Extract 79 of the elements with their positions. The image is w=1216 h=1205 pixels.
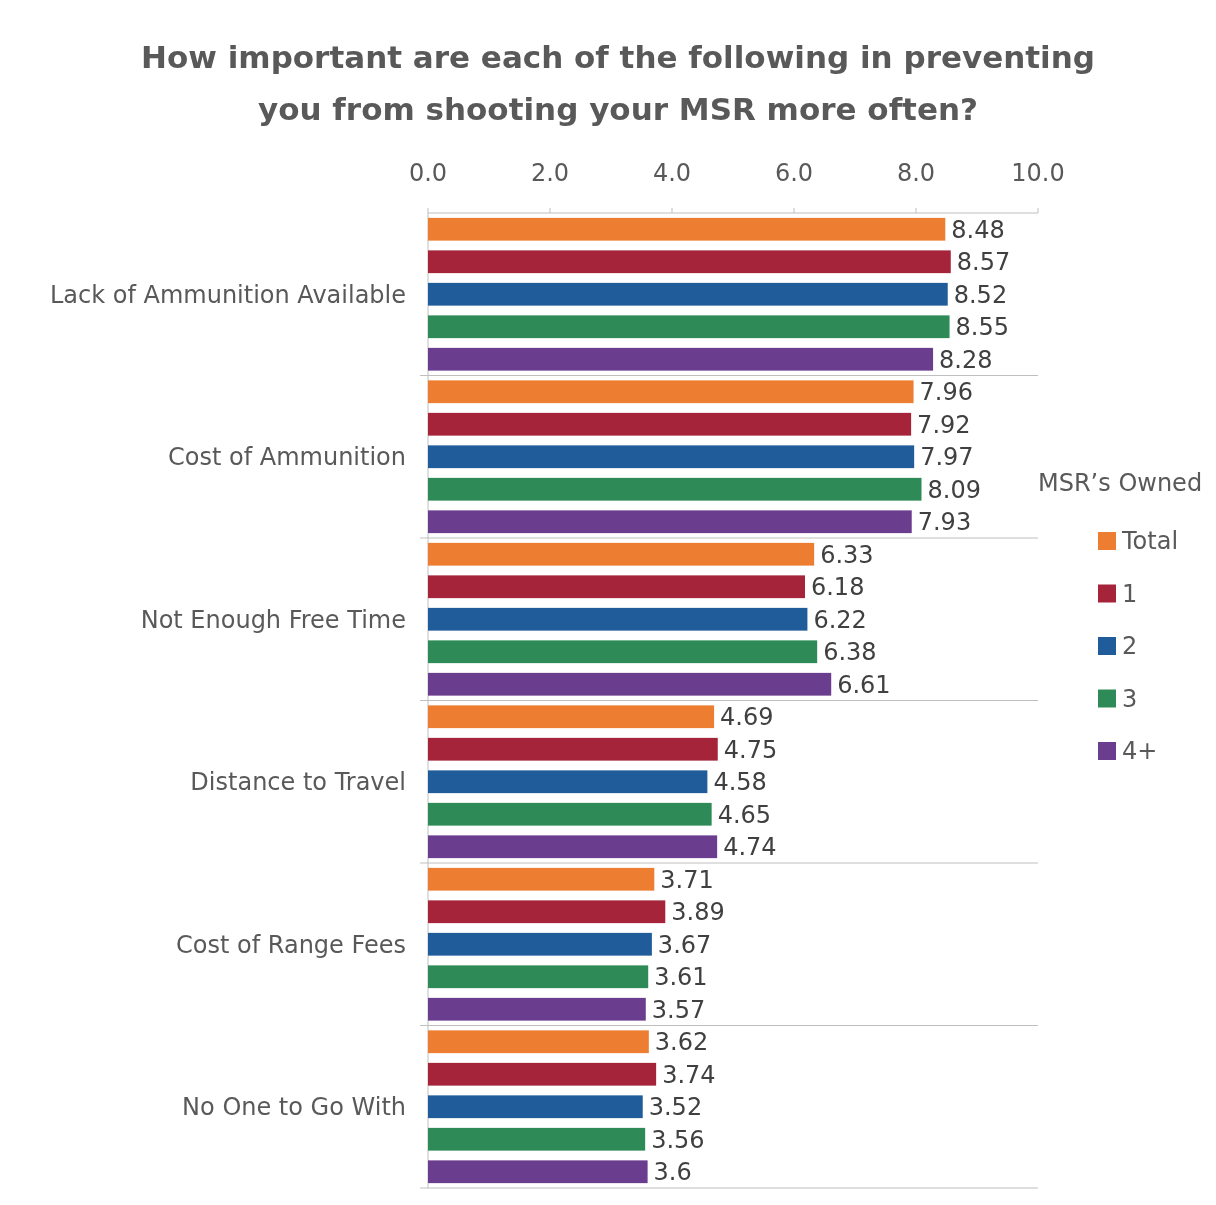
bar [428,510,912,534]
data-label: 6.22 [813,605,867,634]
data-label: 3.62 [654,1028,709,1057]
data-label: 3.74 [662,1060,716,1089]
data-label: 4.69 [720,703,774,732]
bar [428,575,805,599]
data-label: 7.93 [917,508,972,537]
bar [428,900,666,924]
data-label: 4.74 [723,833,777,862]
y-tick-label: Cost of Range Fees [176,930,406,959]
bar [428,607,808,631]
data-label: 3.52 [648,1093,703,1122]
bar [428,802,712,826]
x-tick-label: 6.0 [774,159,814,187]
data-label: 3.57 [651,995,706,1024]
legend-label: 2 [1122,632,1138,661]
data-label: 7.97 [920,443,974,472]
bar [428,1160,648,1184]
x-tick-label: 10.0 [1011,159,1065,187]
bar [428,672,832,696]
data-label: 8.55 [955,313,1009,342]
data-label: 3.67 [657,930,712,959]
bar [428,705,715,729]
data-label: 6.61 [837,670,891,699]
legend-label: 1 [1122,579,1138,608]
chart-title: How important are each of the following in preventing you from shooting your MSR more often? [141,39,1095,127]
legend-title: MSR’s Owned [1038,469,1203,498]
bar [428,217,946,241]
bar [428,965,649,989]
data-label: 8.57 [956,248,1011,277]
data-label: 3.61 [654,963,708,992]
y-tick-label: Lack of Ammunition Available [49,280,406,309]
bar [428,282,948,306]
bar [428,1095,643,1119]
bar [428,737,718,761]
bar [428,835,718,859]
data-label: 7.96 [919,378,973,407]
legend-label: 3 [1122,684,1138,713]
data-label: 8.28 [939,345,993,374]
y-tick-label: Distance to Travel [190,768,406,797]
y-tick-label: No One to Go With [182,1093,406,1122]
bar [428,932,652,956]
bar [428,347,934,371]
data-label: 8.52 [953,280,1008,309]
data-label: 7.92 [917,410,971,439]
bar [428,867,655,891]
legend-label: Total [1121,527,1179,556]
legend-label: 4+ [1122,737,1158,766]
data-label: 4.65 [717,800,772,829]
x-tick-label: 0.0 [408,159,448,187]
x-tick-label: 8.0 [896,159,936,187]
data-label: 3.6 [653,1158,692,1187]
bar [428,1030,649,1054]
data-label: 6.33 [820,540,874,569]
y-tick-label: Cost of Ammunition [168,443,406,472]
bar [428,477,922,501]
bar [428,412,912,436]
data-label: 6.38 [823,638,877,667]
bar [428,770,708,794]
data-label: 3.71 [660,865,714,894]
bar [428,542,815,566]
data-label: 6.18 [810,573,865,602]
x-tick-label: 2.0 [530,159,570,187]
y-tick-label: Not Enough Free Time [140,605,406,634]
x-tick-label: 4.0 [652,159,692,187]
data-label: 3.89 [671,898,725,927]
data-label: 3.56 [651,1125,705,1154]
bar [428,315,950,339]
bar [428,640,818,664]
data-label: 8.09 [927,475,981,504]
bar [428,380,914,404]
data-label: 8.48 [951,215,1005,244]
bar [428,1127,646,1151]
bar [428,1062,657,1086]
bar [428,250,951,274]
bar [428,997,646,1021]
data-label: 4.75 [723,735,778,764]
bar [428,445,915,469]
data-label: 4.58 [713,768,767,797]
